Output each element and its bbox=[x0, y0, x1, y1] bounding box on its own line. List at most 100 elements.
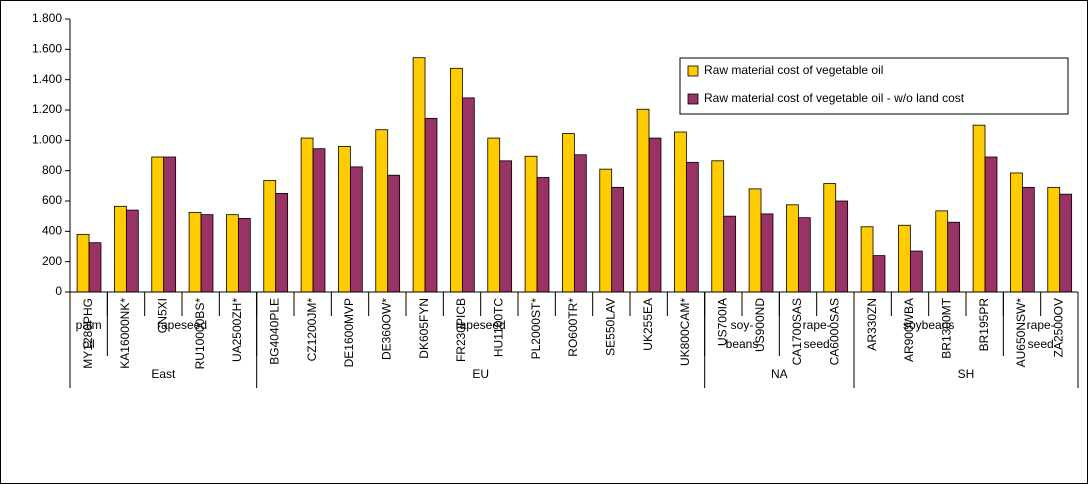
x-tick-label: FR230PICB bbox=[454, 298, 468, 362]
x-tick-label: DE1600MVP bbox=[342, 298, 356, 367]
bar bbox=[263, 180, 277, 293]
bar bbox=[536, 177, 550, 293]
bar bbox=[984, 156, 998, 293]
y-tick-label: 400 bbox=[42, 224, 62, 238]
x-tick-label: HU1100TC bbox=[492, 298, 506, 357]
y-tick-label: 1.000 bbox=[32, 133, 62, 147]
bar bbox=[1047, 186, 1061, 293]
bar bbox=[387, 174, 401, 293]
bar bbox=[300, 137, 314, 293]
bar bbox=[450, 67, 463, 293]
bar bbox=[275, 193, 289, 293]
bar bbox=[499, 160, 513, 293]
bar bbox=[163, 156, 177, 293]
bar bbox=[786, 204, 799, 293]
legend-label: Raw material cost of vegetable oil bbox=[704, 63, 883, 77]
region-label: EU bbox=[472, 367, 489, 381]
bar bbox=[1021, 186, 1035, 293]
region-label: East bbox=[151, 367, 176, 381]
bar bbox=[711, 160, 725, 293]
bar bbox=[76, 233, 90, 293]
bar bbox=[151, 156, 165, 293]
y-tick-label: 1.400 bbox=[32, 72, 62, 86]
bar bbox=[748, 188, 762, 293]
bar bbox=[573, 154, 587, 293]
group-label: oil bbox=[83, 337, 95, 351]
bar bbox=[312, 148, 326, 293]
bar bbox=[562, 133, 575, 293]
group-label: rapeseed bbox=[157, 318, 207, 332]
x-tick-label: UK255EA bbox=[641, 298, 655, 351]
y-tick-label: 600 bbox=[42, 193, 62, 207]
bar bbox=[797, 217, 811, 293]
bar bbox=[835, 200, 849, 293]
y-tick-label: 800 bbox=[42, 163, 62, 177]
bar bbox=[636, 108, 650, 293]
x-tick-label: BR195PR bbox=[977, 298, 991, 352]
bar bbox=[114, 205, 127, 293]
bar bbox=[1010, 172, 1023, 293]
bar bbox=[611, 186, 625, 293]
x-tick-label: AR330ZN bbox=[865, 298, 879, 351]
x-tick-label: CA6000SAS bbox=[828, 298, 842, 365]
bar bbox=[1059, 193, 1073, 293]
bar bbox=[823, 183, 837, 293]
x-tick-label: DK605FYN bbox=[417, 298, 431, 359]
bar bbox=[226, 214, 239, 293]
region-label: NA bbox=[771, 367, 788, 381]
x-tick-label: RO600TR* bbox=[566, 298, 580, 357]
bar bbox=[461, 97, 475, 293]
x-tick-label: CA1700SAS bbox=[790, 298, 804, 365]
bar bbox=[88, 242, 102, 293]
x-tick-label: UA2500ZH* bbox=[230, 298, 244, 362]
x-tick-label: KA16000NK* bbox=[118, 298, 132, 369]
group-label: rapeseed bbox=[456, 318, 506, 332]
bar bbox=[200, 214, 214, 293]
bar bbox=[599, 168, 613, 293]
region-label: SH bbox=[958, 367, 975, 381]
legend-label: Raw material cost of vegetable oil - w/o… bbox=[704, 91, 965, 105]
y-tick-label: 200 bbox=[42, 254, 62, 268]
y-tick-label: 1.600 bbox=[32, 42, 62, 56]
bar bbox=[349, 166, 363, 293]
x-tick-label: ZA2500OV bbox=[1052, 298, 1066, 357]
bar bbox=[909, 250, 923, 293]
group-label: soy- bbox=[731, 318, 754, 332]
x-tick-label: PL2000ST* bbox=[529, 298, 543, 360]
bar bbox=[125, 209, 139, 293]
bar bbox=[338, 145, 351, 293]
bar bbox=[947, 221, 961, 293]
x-tick-label: RU10000BS* bbox=[193, 298, 207, 370]
bar bbox=[237, 218, 251, 293]
group-label: rape- bbox=[1027, 318, 1055, 332]
legend-swatch bbox=[687, 65, 699, 77]
group-label: soybeans bbox=[903, 318, 954, 332]
bar bbox=[424, 117, 438, 293]
bar bbox=[524, 155, 538, 293]
bar bbox=[723, 215, 737, 293]
y-tick-label: 0 bbox=[55, 284, 62, 298]
x-tick-label: US900ND bbox=[753, 298, 767, 352]
x-tick-label: BR1300MT bbox=[940, 297, 954, 358]
group-label: palm bbox=[76, 318, 102, 332]
x-tick-label: BG4040PLE bbox=[268, 298, 282, 365]
group-label: beans bbox=[726, 337, 759, 351]
y-tick-label: 1.800 bbox=[32, 11, 62, 25]
x-tick-label: AR900WBA bbox=[902, 298, 916, 362]
bar bbox=[872, 255, 886, 293]
x-tick-label: SE550LAV bbox=[604, 298, 618, 356]
bar bbox=[860, 226, 874, 293]
bar bbox=[674, 131, 687, 293]
y-tick-label: 1.200 bbox=[32, 102, 62, 116]
x-tick-label: US700IA bbox=[716, 298, 730, 346]
bar bbox=[375, 129, 389, 293]
legend-swatch bbox=[687, 93, 699, 105]
bar bbox=[972, 124, 986, 293]
x-tick-label: UK800CAM* bbox=[678, 298, 692, 366]
x-tick-label: DE360OW* bbox=[380, 298, 394, 360]
legend-box bbox=[679, 57, 1069, 115]
bar bbox=[188, 211, 202, 293]
bar bbox=[898, 224, 911, 293]
x-tick-label: AU650NSW* bbox=[1014, 298, 1028, 368]
group-label: seed bbox=[1028, 337, 1054, 351]
